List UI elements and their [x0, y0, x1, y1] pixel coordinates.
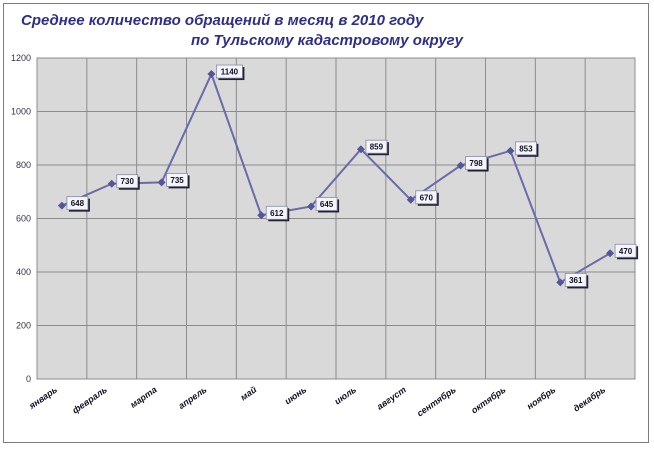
- y-tick-label: 800: [16, 160, 31, 170]
- data-label-text: 798: [469, 159, 483, 168]
- y-tick-label: 400: [16, 267, 31, 277]
- data-label-text: 853: [519, 144, 533, 153]
- x-tick-label: июнь: [283, 384, 308, 406]
- x-tick-label: январь: [26, 384, 59, 411]
- data-label-text: 859: [370, 143, 384, 152]
- y-tick-label: 1000: [11, 107, 31, 117]
- data-label: 670: [415, 190, 439, 206]
- data-label: 648: [66, 196, 90, 212]
- x-tick-label: октябрь: [469, 384, 507, 415]
- gridlines: [37, 57, 635, 380]
- y-tick-label: 1200: [11, 53, 31, 63]
- data-label-text: 670: [420, 193, 434, 202]
- series-markers: [57, 70, 615, 287]
- line-chart: Среднее количество обращений в месяц в 2…: [11, 12, 639, 419]
- chart-frame: Среднее количество обращений в месяц в 2…: [3, 3, 649, 443]
- data-label-text: 645: [320, 200, 334, 209]
- data-label-text: 470: [619, 247, 633, 256]
- x-tick-label: февраль: [70, 384, 108, 415]
- data-label-text: 612: [270, 209, 284, 218]
- chart-title-line2: по Тульскому кадастровому округу: [191, 32, 464, 49]
- data-labels: 648 730 735 1140 612 645 859 670 798 853 361 470: [66, 64, 639, 289]
- y-tick-label: 600: [16, 214, 31, 224]
- data-point-marker: [356, 145, 365, 154]
- y-tick-label: 200: [16, 321, 31, 331]
- y-axis-ticks: 0 200 400 600 800 1000 1200: [11, 53, 31, 384]
- data-label: 1140: [216, 64, 245, 81]
- data-point-marker: [506, 146, 515, 155]
- data-label: 859: [365, 139, 389, 156]
- x-tick-label: июль: [333, 384, 358, 406]
- data-point-marker: [307, 202, 316, 211]
- data-point-marker: [456, 161, 465, 170]
- data-point-marker: [107, 179, 116, 188]
- x-tick-label: сентябрь: [415, 384, 458, 418]
- x-tick-label: марта: [128, 384, 158, 409]
- x-tick-label: август: [375, 384, 408, 411]
- data-label: 853: [515, 141, 539, 157]
- data-label: 735: [166, 172, 190, 189]
- data-point-marker: [157, 178, 166, 187]
- data-point-marker: [57, 201, 66, 210]
- x-tick-label: декабрь: [571, 384, 607, 413]
- data-label: 645: [315, 197, 340, 213]
- data-label-text: 735: [170, 176, 184, 185]
- chart-title-line1: Среднее количество обращений в месяц в 2…: [21, 12, 424, 29]
- x-axis-ticks: январь февраль марта апрель май июнь июль авгус…: [26, 384, 607, 418]
- data-point-marker: [257, 211, 266, 220]
- y-tick-label: 0: [26, 374, 31, 384]
- data-label: 361: [564, 273, 589, 289]
- data-label-text: 648: [71, 199, 85, 208]
- x-tick-label: апрель: [177, 384, 209, 411]
- data-label: 470: [614, 243, 639, 260]
- x-tick-label: ноябрь: [525, 384, 557, 411]
- data-label: 612: [265, 205, 290, 222]
- data-label-text: 361: [569, 276, 583, 285]
- data-label-text: 1140: [221, 68, 239, 77]
- data-label-text: 730: [121, 177, 135, 186]
- x-tick-label: май: [239, 384, 259, 402]
- series-line: [61, 71, 611, 284]
- data-point-marker: [606, 249, 615, 258]
- data-label: 730: [116, 174, 140, 190]
- data-point-marker: [207, 70, 216, 79]
- data-point-marker: [406, 195, 415, 204]
- data-label: 798: [465, 156, 489, 172]
- data-point-marker: [556, 278, 565, 287]
